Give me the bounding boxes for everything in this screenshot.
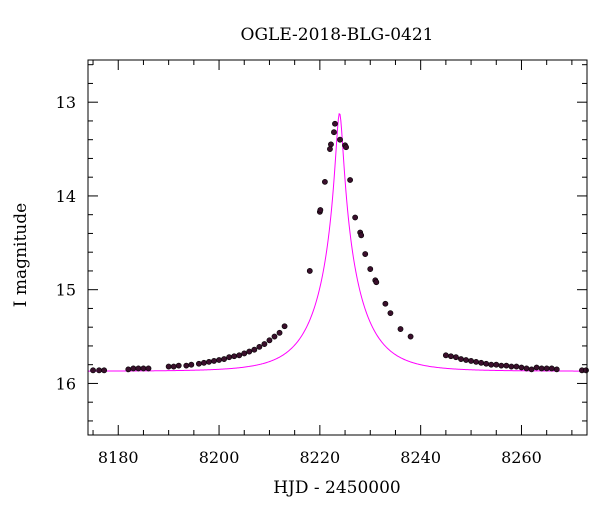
- data-point: [321, 178, 328, 185]
- data-point: [195, 360, 202, 367]
- x-tick-label: 8260: [501, 448, 542, 467]
- data-point: [206, 358, 212, 365]
- x-tick-label: 8180: [98, 448, 139, 467]
- data-point: [226, 354, 233, 361]
- data-point: [241, 350, 248, 357]
- model-curve-group: [88, 113, 587, 372]
- data-point: [135, 365, 142, 372]
- data-point: [468, 358, 474, 364]
- data-point: [271, 333, 278, 340]
- data-point: [508, 363, 515, 370]
- data-point: [246, 348, 253, 355]
- data-point: [478, 359, 485, 366]
- data-point: [165, 363, 172, 370]
- data-point: [317, 207, 324, 213]
- data-point: [188, 361, 195, 368]
- data-point: [211, 358, 217, 364]
- data-point: [463, 357, 469, 363]
- data-point: [175, 362, 182, 369]
- y-tick-label: 14: [56, 187, 76, 206]
- data-point: [281, 323, 288, 330]
- data-point: [236, 352, 243, 359]
- data-point: [352, 214, 359, 221]
- data-point: [407, 333, 414, 340]
- data-point: [251, 346, 258, 353]
- data-point: [458, 356, 464, 362]
- data-point: [332, 120, 338, 127]
- y-tick-label: 16: [56, 374, 76, 393]
- data-point: [473, 358, 480, 365]
- data-point: [306, 268, 313, 274]
- x-tick-label: 8220: [299, 448, 340, 467]
- data-point: [145, 365, 152, 372]
- data-point: [327, 146, 333, 152]
- data-point: [343, 144, 349, 151]
- data-point: [528, 366, 535, 373]
- data-point: [548, 365, 555, 372]
- data-point: [483, 360, 490, 367]
- data-point: [337, 136, 343, 143]
- data-point: [382, 300, 389, 307]
- data-point: [125, 366, 132, 373]
- data-points-group: [90, 120, 589, 374]
- data-point: [518, 364, 525, 371]
- data-point: [276, 329, 283, 336]
- data-point: [183, 362, 190, 369]
- data-point: [362, 251, 369, 257]
- data-point: [231, 353, 238, 360]
- data-point: [513, 363, 520, 370]
- data-point: [453, 354, 459, 361]
- data-point: [331, 129, 337, 136]
- y-axis-label: I magnitude: [11, 203, 31, 307]
- data-point: [261, 341, 268, 347]
- data-point: [130, 365, 137, 372]
- data-point: [373, 279, 380, 286]
- y-tick-label: 13: [56, 93, 76, 112]
- data-point: [140, 365, 147, 372]
- data-point: [101, 367, 108, 374]
- data-point: [358, 232, 365, 239]
- data-point: [266, 337, 273, 344]
- data-point: [170, 363, 177, 370]
- plot-frame: [87, 59, 588, 436]
- data-point: [488, 361, 495, 368]
- data-point: [221, 356, 227, 362]
- axis-ticks: [88, 60, 587, 435]
- data-point: [347, 177, 354, 183]
- data-point: [216, 357, 222, 363]
- tick-labels: 8180 8200 8220 8240 8260 13 14 15 16: [56, 93, 542, 467]
- data-point: [90, 367, 96, 374]
- data-point: [448, 353, 454, 360]
- x-tick-label: 8200: [199, 448, 240, 467]
- data-point: [533, 364, 540, 371]
- data-point: [442, 352, 449, 359]
- chart-title: OGLE-2018-BLG-0421: [241, 25, 434, 45]
- data-point: [397, 326, 404, 332]
- y-tick-label: 15: [56, 281, 76, 300]
- data-point: [367, 266, 374, 272]
- data-point: [493, 361, 500, 368]
- data-point: [201, 359, 207, 366]
- data-point: [503, 362, 510, 369]
- data-point: [96, 367, 102, 374]
- data-point: [387, 310, 394, 317]
- data-point: [523, 365, 530, 372]
- x-axis-label: HJD - 2450000: [273, 478, 401, 498]
- model-curve: [88, 113, 587, 372]
- data-point: [328, 141, 334, 148]
- data-point: [256, 343, 263, 350]
- data-point: [538, 365, 545, 372]
- data-point: [498, 362, 505, 369]
- data-point: [543, 365, 550, 372]
- x-tick-label: 8240: [400, 448, 441, 467]
- data-point: [583, 367, 589, 374]
- data-point: [553, 366, 560, 373]
